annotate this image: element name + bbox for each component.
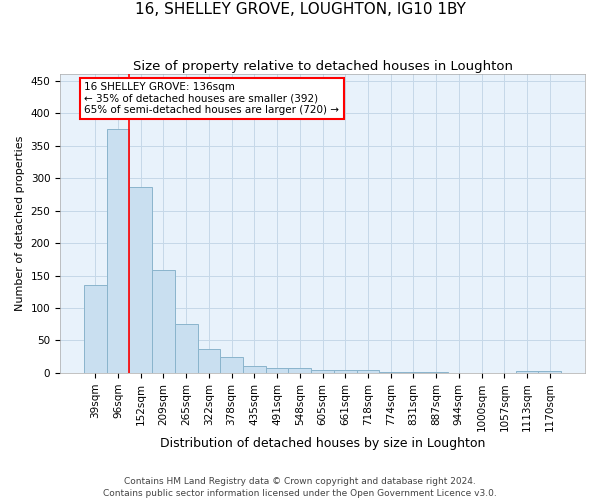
Bar [311,370,334,373]
Bar [175,324,197,373]
Bar [515,371,538,373]
Text: Contains HM Land Registry data © Crown copyright and database right 2024.
Contai: Contains HM Land Registry data © Crown c… [103,476,497,498]
Bar [402,372,425,373]
Title: Size of property relative to detached houses in Loughton: Size of property relative to detached ho… [133,60,512,73]
Bar [107,130,130,373]
Text: 16 SHELLEY GROVE: 136sqm
← 35% of detached houses are smaller (392)
65% of semi-: 16 SHELLEY GROVE: 136sqm ← 35% of detach… [85,82,340,115]
Bar [130,186,152,373]
Bar [220,356,243,373]
Bar [289,368,311,373]
Bar [334,370,356,373]
Bar [197,349,220,373]
Bar [84,286,107,373]
Bar [266,368,289,373]
Bar [425,372,448,373]
Text: 16, SHELLEY GROVE, LOUGHTON, IG10 1BY: 16, SHELLEY GROVE, LOUGHTON, IG10 1BY [134,2,466,18]
Y-axis label: Number of detached properties: Number of detached properties [15,136,25,312]
Bar [538,371,561,373]
X-axis label: Distribution of detached houses by size in Loughton: Distribution of detached houses by size … [160,437,485,450]
Bar [243,366,266,373]
Bar [356,370,379,373]
Bar [379,372,402,373]
Bar [152,270,175,373]
